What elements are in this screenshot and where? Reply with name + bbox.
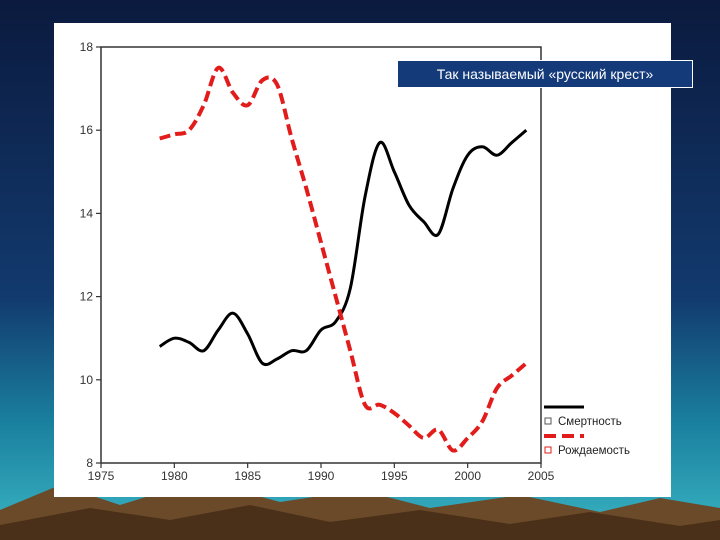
y-tick-label: 12 [80,290,94,304]
x-tick-label: 1985 [234,469,261,483]
line-chart: 1975 1980 1985 1990 1995 2000 200581012141618 … [80,40,630,483]
chart-legend: Смертность Рождаемость [544,405,630,457]
x-tick-label: 1980 [161,469,188,483]
x-tick-label: 2005 [528,469,555,483]
legend-marker-icon [544,446,552,454]
legend-label: Рождаемость [558,445,630,457]
chart-title: Так называемый «русский крест» [397,60,693,88]
x-tick-label: 2000 [454,469,481,483]
legend-label: Смертность [558,416,622,428]
y-tick-label: 8 [86,456,93,470]
plot-frame [100,46,542,464]
chart-axes: 1975 1980 1985 1990 1995 2000 2005 8 10 12 14 16 18 [80,40,555,483]
chart-card: 1975 1980 1985 1990 1995 2000 2005 8 10 12 14 16 18 … [54,23,693,497]
y-tick-label: 10 [80,373,94,387]
x-tick-label: 1995 [381,469,408,483]
series-line-birth-rate [159,65,528,453]
legend-marker-icon [544,417,552,425]
x-tick-label: 1990 [308,469,335,483]
x-tick-label: 1975 [88,469,115,483]
chart-series [158,65,528,453]
series-line-mortality [158,129,528,367]
y-tick-label: 14 [80,206,94,220]
y-tick-label: 16 [80,123,94,137]
y-tick-label: 18 [80,40,94,54]
